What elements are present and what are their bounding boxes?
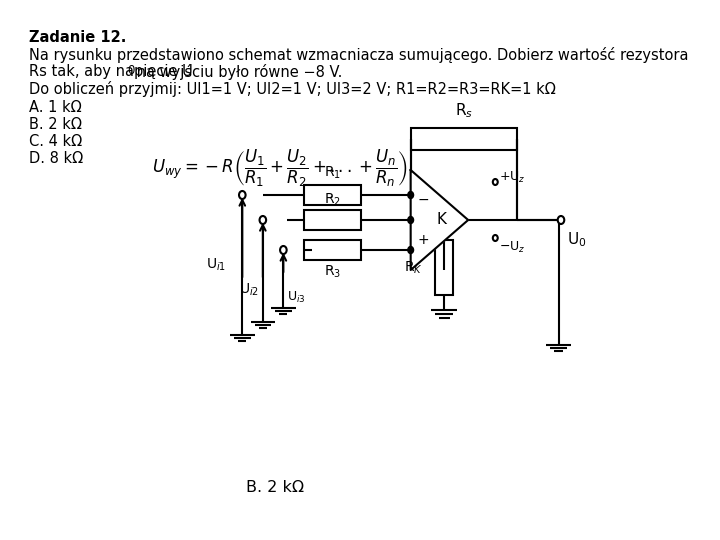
Text: na wyjściu było równe −8 V.: na wyjściu było równe −8 V. [132,64,343,80]
Text: Na rysunku przedstawiono schemat wzmacniacza sumującego. Dobierz wartość rezysto: Na rysunku przedstawiono schemat wzmacni… [29,47,688,63]
Text: U$_{i3}$: U$_{i3}$ [287,290,306,305]
Text: U$_{i1}$: U$_{i1}$ [206,257,226,273]
Text: B. 2 kΩ: B. 2 kΩ [246,480,305,495]
Bar [410,128,518,150]
Circle shape [280,246,287,254]
Text: −U$_z$: −U$_z$ [498,240,525,255]
Text: K: K [437,213,447,227]
Text: D. 8 kΩ: D. 8 kΩ [29,151,83,166]
Bar [304,210,361,230]
Text: +: + [418,233,429,247]
Circle shape [408,192,413,199]
Bar [436,240,454,295]
Circle shape [558,216,564,224]
Text: R$_3$: R$_3$ [324,264,341,280]
Text: B. 2 kΩ: B. 2 kΩ [29,117,81,132]
Text: R$_s$: R$_s$ [455,102,473,120]
Text: +U$_z$: +U$_z$ [498,170,525,185]
Text: A. 1 kΩ: A. 1 kΩ [29,100,81,115]
Polygon shape [410,170,468,270]
Circle shape [259,216,266,224]
Text: U$_0$: U$_0$ [567,230,586,249]
Bar [304,240,361,260]
Text: Do obliczeń przyjmij: UI1=1 V; UI2=1 V; UI3=2 V; R1=R2=R3=RK=1 kΩ: Do obliczeń przyjmij: UI1=1 V; UI2=1 V; … [29,81,556,97]
Circle shape [239,191,246,199]
Circle shape [408,217,413,224]
Text: U$_{i2}$: U$_{i2}$ [238,282,258,299]
Circle shape [492,235,498,241]
Text: 0: 0 [127,64,135,77]
Circle shape [492,179,498,185]
Text: −: − [418,193,429,207]
Text: $U_{wy} = -R\left(\dfrac{U_1}{R_1} + \dfrac{U_2}{R_2} + ... + \dfrac{U_n}{R_n}\r: $U_{wy} = -R\left(\dfrac{U_1}{R_1} + \df… [152,148,408,189]
Text: R$_1$: R$_1$ [324,165,341,181]
Text: Zadanie 12.: Zadanie 12. [29,30,126,45]
Bar [304,185,361,205]
Text: R$_K$: R$_K$ [404,260,423,276]
Circle shape [408,246,413,253]
Text: C. 4 kΩ: C. 4 kΩ [29,134,82,149]
Text: R$_2$: R$_2$ [324,192,341,208]
Text: Rs tak, aby napięcie U: Rs tak, aby napięcie U [29,64,192,79]
